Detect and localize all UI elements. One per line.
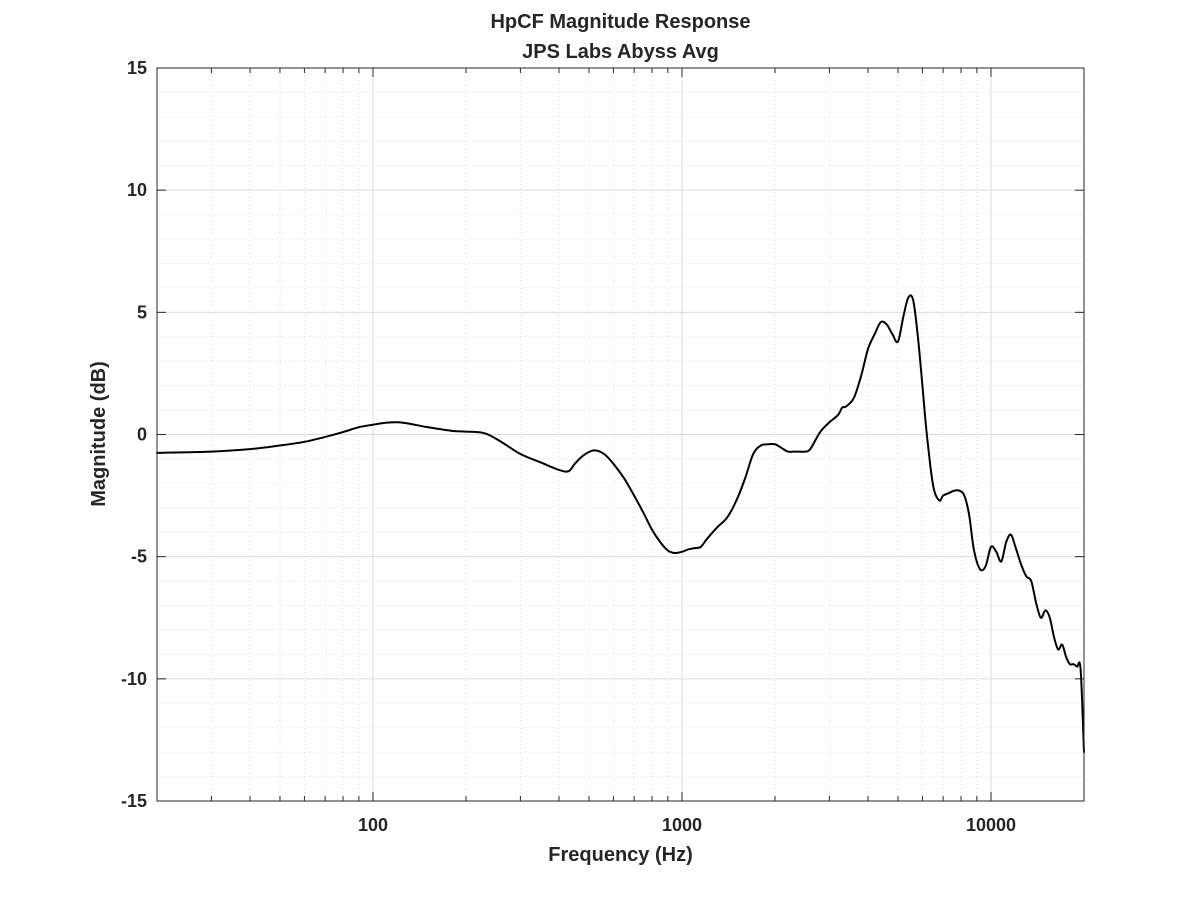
y-tick-label: 15 (127, 58, 147, 78)
y-tick-label: -15 (121, 791, 147, 811)
y-axis-label: Magnitude (dB) (88, 361, 110, 507)
x-tick-labels: 100 1000 10000 (358, 815, 1016, 835)
y-tick-label: 5 (137, 302, 147, 322)
data-line-series-1 (156, 294, 1085, 754)
y-tick-label: -5 (131, 547, 147, 567)
y-tick-label: 0 (137, 425, 147, 445)
x-tick-label: 100 (358, 815, 388, 835)
chart-title: HpCF Magnitude Response (490, 11, 750, 33)
x-tick-label: 10000 (966, 815, 1016, 835)
y-tick-labels: -15 -10 -5 0 5 10 15 (121, 58, 147, 811)
x-axis-label: Frequency (Hz) (548, 844, 692, 866)
y-tick-label: -10 (121, 669, 147, 689)
y-tick-label: 10 (127, 180, 147, 200)
tick-marks (156, 67, 1085, 802)
x-tick-label: 1000 (662, 815, 702, 835)
chart-subtitle: JPS Labs Abyss Avg (522, 41, 719, 63)
